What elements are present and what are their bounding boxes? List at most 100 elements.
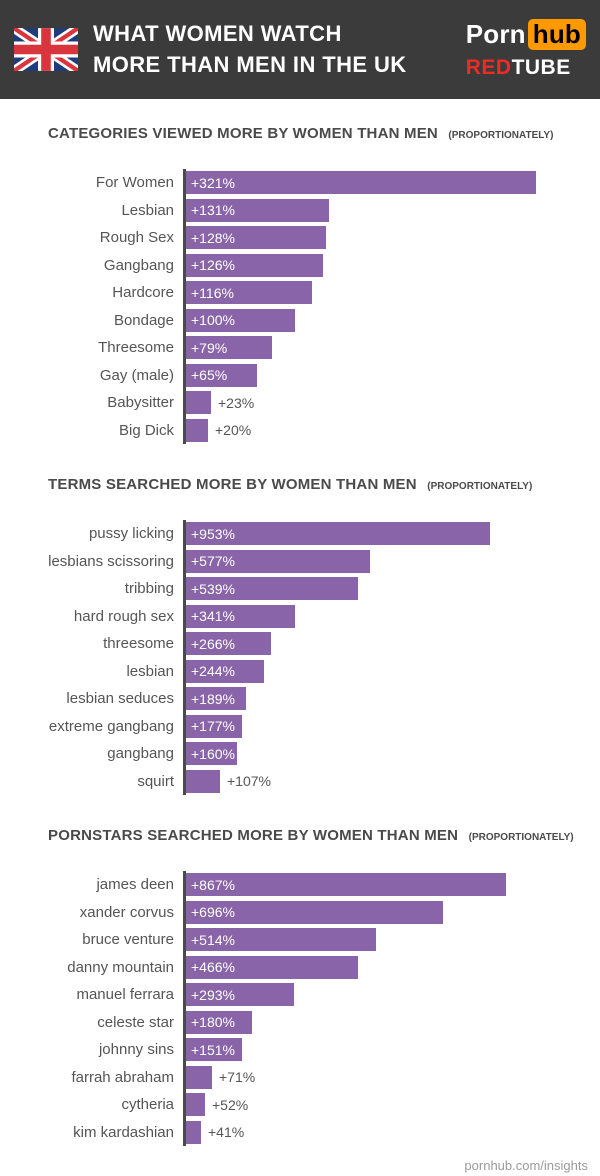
bar: +293%	[186, 983, 294, 1007]
bar: +100%	[186, 308, 295, 332]
bar: +244%	[186, 659, 264, 683]
bar-row: xander corvus +696%	[0, 898, 600, 926]
bar-track: +128%	[183, 224, 600, 252]
bar-value-label: +321%	[191, 174, 235, 191]
section-header: CATEGORIES VIEWED MORE BY WOMEN THAN MEN…	[0, 125, 600, 145]
bar-value-label: +100%	[191, 312, 235, 329]
bar-track: +52%	[183, 1091, 600, 1119]
bar	[186, 1065, 212, 1089]
category-label: gangbang	[107, 745, 174, 763]
bar-row: Big Dick +20%	[0, 416, 600, 444]
chart-section-categories: CATEGORIES VIEWED MORE BY WOMEN THAN MEN…	[0, 125, 600, 444]
pornhub-logo: Porn hub	[466, 19, 586, 50]
bar-chart: pussy licking +953% lesbians scissoring +57…	[0, 520, 600, 795]
section-subtitle: (PROPORTIONATELY)	[468, 832, 574, 843]
bar-row: pussy licking +953%	[0, 520, 600, 548]
category-label: manuel ferrara	[76, 986, 174, 1004]
bar-track: +100%	[183, 306, 600, 334]
bar-track: +20%	[183, 416, 600, 444]
bar-track: +79%	[183, 334, 600, 362]
bar: +466%	[186, 955, 358, 979]
redtube-logo: REDTUBE	[466, 56, 571, 80]
bar-track: +71%	[183, 1063, 600, 1091]
bar-track: +293%	[183, 981, 600, 1009]
category-label: hard rough sex	[73, 607, 174, 625]
category-label: Bondage	[113, 311, 174, 329]
bar-track: +466%	[183, 953, 600, 981]
bar-row: Threesome +79%	[0, 334, 600, 362]
category-label: Gay (male)	[99, 366, 174, 384]
bar: +696%	[186, 900, 443, 924]
bar-row: hard rough sex +341%	[0, 602, 600, 630]
bar-track: +151%	[183, 1036, 600, 1064]
category-label: lesbian seduces	[66, 690, 174, 708]
category-label: For Women	[95, 174, 174, 192]
bar-track: +577%	[183, 547, 600, 575]
bar-track: +23%	[183, 389, 600, 417]
bar-chart: For Women +321% Lesbian +131% Rough Sex +128%…	[0, 169, 600, 444]
bar-track: +266%	[183, 630, 600, 658]
bar-row: johnny sins +151%	[0, 1036, 600, 1064]
bar-track: +953%	[183, 520, 600, 548]
bar-chart: james deen +867% xander corvus +696% bruce v…	[0, 871, 600, 1146]
bar-row: james deen +867%	[0, 871, 600, 899]
category-label: kim kardashian	[73, 1123, 174, 1141]
bar-track: +131%	[183, 196, 600, 224]
bar-row: Gay (male) +65%	[0, 361, 600, 389]
bar-track: +539%	[183, 575, 600, 603]
bar-track: +107%	[183, 767, 600, 795]
bar-value-label: +131%	[191, 202, 235, 219]
bar: +321%	[186, 171, 536, 195]
bar-row: celeste star +180%	[0, 1008, 600, 1036]
category-label: squirt	[137, 772, 174, 790]
bar-track: +696%	[183, 898, 600, 926]
bar-track: +65%	[183, 361, 600, 389]
source-credit: pornhub.com/insights	[464, 1158, 588, 1173]
bar-value-label: +23%	[218, 394, 255, 411]
bar-value-label: +151%	[191, 1041, 235, 1058]
bar-row: For Women +321%	[0, 169, 600, 197]
bar-row: bruce venture +514%	[0, 926, 600, 954]
bar-track: +514%	[183, 926, 600, 954]
category-label: johnny sins	[98, 1041, 174, 1059]
bar-track: +341%	[183, 602, 600, 630]
bar-value-label: +244%	[191, 663, 235, 680]
bar-track: +180%	[183, 1008, 600, 1036]
bar: +180%	[186, 1010, 252, 1034]
pornhub-logo-text: Porn	[465, 19, 526, 49]
category-label: lesbians scissoring	[48, 552, 174, 570]
bar	[186, 391, 211, 415]
bar-value-label: +466%	[191, 959, 235, 976]
bar-value-label: +116%	[191, 284, 234, 301]
bar-value-label: +539%	[191, 580, 235, 597]
bar-value-label: +953%	[191, 525, 235, 542]
bar-row: Babysitter +23%	[0, 389, 600, 417]
category-label: bruce venture	[82, 931, 174, 949]
bar-value-label: +266%	[191, 635, 235, 652]
bar-track: +41%	[183, 1118, 600, 1146]
bar	[186, 1093, 205, 1117]
bar: +160%	[186, 742, 237, 766]
bar: +79%	[186, 336, 272, 360]
bar-value-label: +128%	[191, 229, 235, 246]
section-title: PORNSTARS SEARCHED MORE BY WOMEN THAN ME…	[48, 827, 459, 844]
uk-flag-icon	[14, 28, 78, 71]
bar-track: +160%	[183, 740, 600, 768]
section-subtitle: (PROPORTIONATELY)	[427, 481, 533, 492]
redtube-red-text: RED	[465, 56, 512, 79]
category-label: cytheria	[121, 1096, 174, 1114]
bar	[186, 769, 220, 793]
bar-row: cytheria +52%	[0, 1091, 600, 1119]
bar-value-label: +20%	[215, 422, 252, 439]
redtube-tube-text: TUBE	[511, 56, 571, 79]
section-header: TERMS SEARCHED MORE BY WOMEN THAN MEN (P…	[0, 476, 600, 496]
bar-value-label: +79%	[191, 339, 228, 356]
bar-row: lesbians scissoring +577%	[0, 547, 600, 575]
bar-row: danny mountain +466%	[0, 953, 600, 981]
bar: +539%	[186, 577, 358, 601]
bar-value-label: +696%	[191, 904, 235, 921]
bar-value-label: +65%	[191, 367, 228, 384]
bar: +116%	[186, 281, 312, 305]
bar-value-label: +577%	[191, 553, 235, 570]
bar-row: Bondage +100%	[0, 306, 600, 334]
